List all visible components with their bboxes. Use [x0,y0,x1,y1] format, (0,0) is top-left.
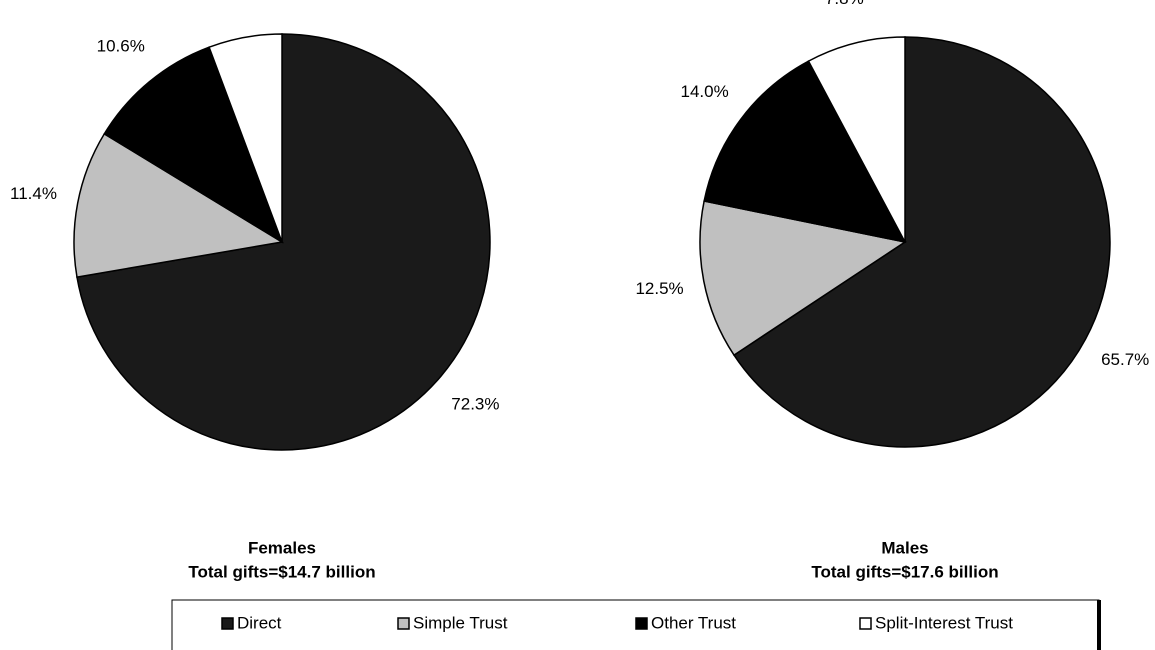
value-label: 65.7% [1101,350,1149,369]
pie-slice [103,46,284,244]
legend-swatch [635,617,648,630]
pie-slice [208,33,283,243]
chart-subtitle: Total gifts=$17.6 billion [811,562,998,581]
value-label: 14.0% [681,82,729,101]
pie-slice [807,36,906,243]
legend-swatch [859,617,872,630]
chart-title: Males [881,538,928,557]
chart-subtitle: Total gifts=$14.7 billion [188,562,375,581]
value-label: 12.5% [635,279,683,298]
value-label: 10.6% [97,37,145,56]
pie-slice [732,36,1111,448]
legend-label: Split-Interest Trust [875,613,1013,632]
chart-title: Females [248,538,316,557]
pie-slice [76,33,491,451]
legend-swatch [397,617,410,630]
value-label: 5.7% [218,0,257,2]
legend-label: Other Trust [651,613,736,632]
pie-slice [703,60,907,244]
pie-slice [73,132,285,278]
value-label: 11.4% [10,184,57,203]
value-label: 7.8% [825,0,864,8]
legend-swatch [221,617,234,630]
legend-label: Simple Trust [413,613,508,632]
pie-slice [699,200,907,357]
legend-label: Direct [237,613,282,632]
value-label: 72.3% [451,395,499,414]
